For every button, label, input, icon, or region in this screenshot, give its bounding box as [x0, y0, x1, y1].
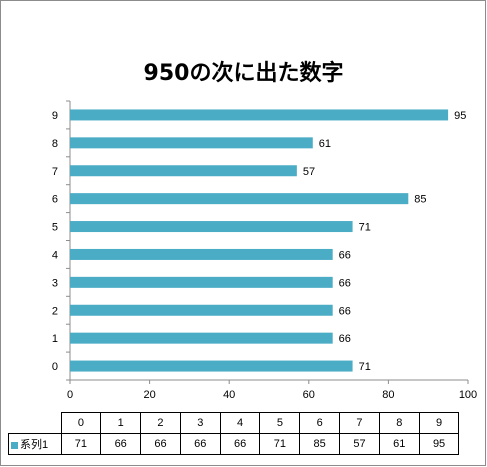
y-tick-label: 7 — [52, 166, 58, 178]
data-label: 95 — [454, 110, 466, 122]
table-category-cell: 2 — [140, 412, 181, 434]
y-tick-label: 2 — [52, 305, 58, 317]
data-label: 71 — [359, 222, 371, 234]
table-category-cell: 3 — [179, 412, 221, 434]
bar — [70, 332, 333, 344]
table-value-cell: 66 — [219, 433, 261, 455]
series-name: 系列1 — [20, 439, 49, 451]
data-label: 66 — [339, 249, 351, 261]
data-label: 66 — [339, 305, 351, 317]
table-value-cell: 95 — [418, 433, 460, 455]
bar — [70, 109, 449, 121]
legend-swatch — [11, 441, 18, 449]
table-corner-cell — [8, 412, 62, 434]
bar — [70, 360, 353, 372]
data-label: 85 — [414, 194, 426, 206]
table-value-cell: 66 — [100, 433, 142, 455]
x-tick-label: 20 — [143, 389, 155, 401]
y-tick-label: 5 — [52, 222, 58, 234]
table-value-cell: 71 — [60, 433, 102, 455]
table-category-cell: 7 — [339, 412, 380, 434]
data-label: 66 — [339, 277, 351, 289]
bar — [70, 165, 297, 177]
x-tick-label: 60 — [303, 389, 315, 401]
table-category-cell: 0 — [60, 412, 102, 434]
chart-title: 950の次に出た数字 — [143, 61, 344, 86]
table-value-cell: 66 — [179, 433, 221, 455]
data-label: 57 — [303, 166, 315, 178]
bar — [70, 248, 333, 260]
table-category-cell: 4 — [219, 412, 261, 434]
data-label: 61 — [319, 138, 331, 150]
table-category-cell: 6 — [299, 412, 341, 434]
table-category-cell: 8 — [378, 412, 420, 434]
table-series-label: 系列1 — [8, 433, 62, 455]
bar — [70, 304, 333, 316]
data-label: 66 — [339, 333, 351, 345]
y-tick-label: 3 — [52, 277, 58, 289]
y-tick-label: 1 — [52, 333, 58, 345]
table-series-row: 系列1 71 66 66 66 66 71 85 57 61 95 — [8, 433, 460, 455]
table-category-cell: 9 — [418, 412, 460, 434]
x-tick-label: 80 — [382, 389, 394, 401]
table-value-cell: 61 — [378, 433, 420, 455]
table-value-cell: 71 — [259, 433, 301, 455]
y-tick-label: 9 — [52, 110, 58, 122]
y-tick-label: 0 — [52, 361, 58, 373]
x-tick-label: 100 — [459, 389, 477, 401]
bar — [70, 221, 353, 233]
data-label: 71 — [359, 361, 371, 373]
y-tick-label: 8 — [52, 138, 58, 150]
bar — [70, 137, 313, 149]
x-tick-label: 40 — [223, 389, 235, 401]
table-value-cell: 85 — [299, 433, 341, 455]
bar — [70, 193, 409, 205]
table-value-cell: 66 — [140, 433, 181, 455]
table-category-cell: 5 — [259, 412, 301, 434]
table-category-cell: 1 — [100, 412, 142, 434]
y-tick-label: 4 — [52, 249, 58, 261]
bar — [70, 276, 333, 288]
y-tick-label: 6 — [52, 194, 58, 206]
table-value-cell: 57 — [339, 433, 380, 455]
x-tick-label: 0 — [67, 389, 73, 401]
